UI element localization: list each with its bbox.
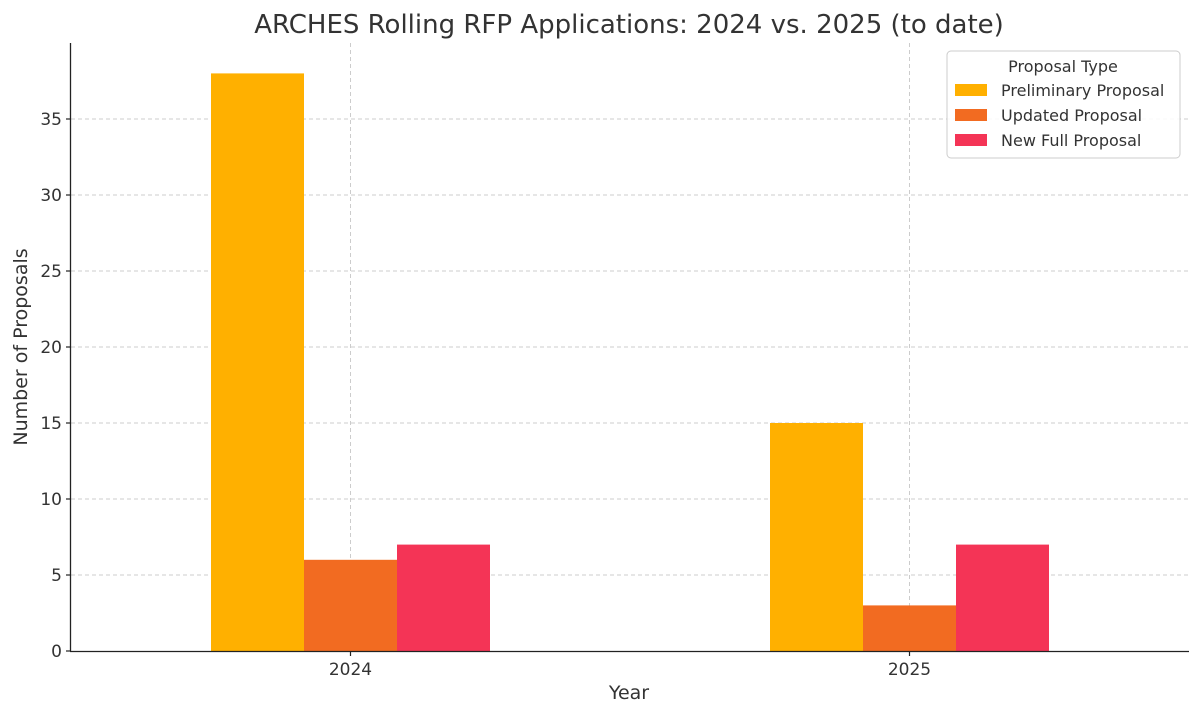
y-tick-label: 30 — [40, 186, 62, 206]
y-tick-label: 20 — [40, 338, 62, 358]
x-axis-label: Year — [608, 682, 649, 704]
y-tick-label: 0 — [51, 642, 62, 662]
legend-swatch-updated-proposal — [955, 109, 987, 121]
y-tick-label: 10 — [40, 490, 62, 510]
bar-updated-proposal-2024 — [304, 559, 397, 651]
x-tick-label: 2024 — [329, 660, 372, 680]
bar-preliminary-proposal-2025 — [770, 423, 863, 651]
bar-preliminary-proposal-2024 — [211, 73, 304, 651]
bar-new-full-proposal-2025 — [956, 544, 1049, 651]
bars — [211, 73, 1049, 651]
legend-title: Proposal Type — [1008, 57, 1118, 76]
y-tick-label: 5 — [51, 566, 62, 586]
x-tick-label: 2025 — [888, 660, 931, 680]
legend-label: New Full Proposal — [1001, 131, 1141, 150]
legend-items: Preliminary Proposal Updated Proposal New … — [955, 81, 1164, 150]
bar-new-full-proposal-2024 — [397, 544, 490, 651]
legend-swatch-new-full-proposal — [955, 134, 987, 146]
y-tick-label: 25 — [40, 262, 62, 282]
legend-label: Updated Proposal — [1001, 106, 1142, 125]
y-axis-label: Number of Proposals — [10, 248, 32, 445]
legend: Proposal Type Preliminary Proposal Update… — [946, 50, 1181, 159]
legend-label: Preliminary Proposal — [1001, 81, 1164, 100]
bar-updated-proposal-2025 — [863, 605, 956, 651]
chart-title: ARCHES Rolling RFP Applications: 2024 vs… — [254, 10, 1004, 40]
y-tick-label: 15 — [40, 414, 62, 434]
legend-swatch-preliminary-proposal — [955, 84, 987, 96]
y-tick-label: 35 — [40, 110, 62, 130]
legend-box — [946, 50, 1181, 159]
